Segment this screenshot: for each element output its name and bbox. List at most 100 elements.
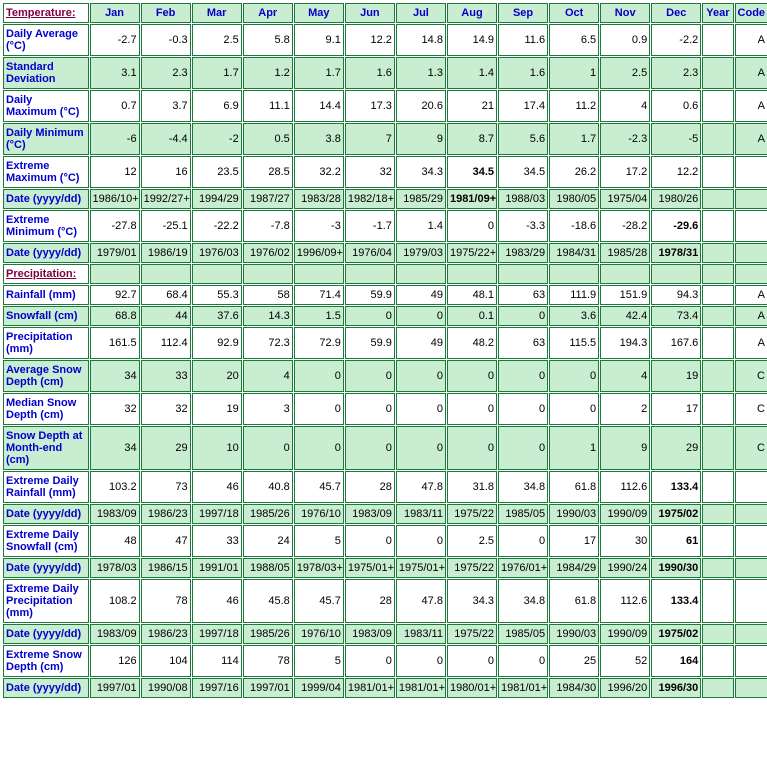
data-cell: 59.9 [345,285,395,305]
data-cell: 1991/01 [192,558,242,578]
data-cell: 45.7 [294,471,344,503]
table-row: Extreme Snow Depth (cm)12610411478500002… [3,645,767,677]
data-cell: 1976/10 [294,504,344,524]
data-cell [702,189,733,209]
data-cell: 92.9 [192,327,242,359]
section-temperature-header: Temperature: [3,3,89,23]
data-cell: 34.5 [498,156,548,188]
data-cell: 0 [498,306,548,326]
data-cell: 4 [600,360,650,392]
data-cell: 0 [345,645,395,677]
data-cell: 0 [549,393,599,425]
data-cell: 1.7 [549,123,599,155]
data-cell: 1980/01+ [447,678,497,698]
data-cell: 1980/26 [651,189,701,209]
data-cell [735,678,767,698]
data-cell: 32 [90,393,140,425]
data-cell: 194.3 [600,327,650,359]
table-row: Date (yyyy/dd)1986/10+1992/27+1994/29198… [3,189,767,209]
data-cell: 0 [396,360,446,392]
data-cell: 167.6 [651,327,701,359]
data-cell [702,306,733,326]
empty-cell [735,264,767,284]
data-cell [735,156,767,188]
table-row: Precipitation: [3,264,767,284]
data-cell: 0.7 [90,90,140,122]
data-cell [702,57,733,89]
row-label: Extreme Minimum (°C) [3,210,89,242]
data-cell: 1983/09 [90,504,140,524]
data-cell: 5.8 [243,24,293,56]
data-cell: 112.4 [141,327,191,359]
col-code: Code [735,3,767,23]
data-cell: 1983/09 [345,624,395,644]
table-row: Extreme Minimum (°C)-27.8-25.1-22.2-7.8-… [3,210,767,242]
data-cell [702,285,733,305]
empty-cell [90,264,140,284]
data-cell: 73.4 [651,306,701,326]
data-cell: A [735,123,767,155]
col-aug: Aug [447,3,497,23]
data-cell: 1986/23 [141,624,191,644]
empty-cell [192,264,242,284]
data-cell: 1990/03 [549,504,599,524]
data-cell: -5 [651,123,701,155]
data-cell: 5 [294,645,344,677]
col-jan: Jan [90,3,140,23]
data-cell: 1984/31 [549,243,599,263]
table-row: Extreme Daily Rainfall (mm)103.2734640.8… [3,471,767,503]
data-cell: 0 [294,426,344,470]
climate-data-table: Temperature: Jan Feb Mar Apr May Jun Jul… [2,2,767,699]
data-cell: 1976/10 [294,624,344,644]
data-cell: 1.2 [243,57,293,89]
data-cell: 1984/29 [549,558,599,578]
data-cell: 1.6 [345,57,395,89]
empty-cell [141,264,191,284]
data-cell: 29 [141,426,191,470]
data-cell: 115.5 [549,327,599,359]
data-cell: 151.9 [600,285,650,305]
data-cell: 1975/02 [651,504,701,524]
row-label: Date (yyyy/dd) [3,678,89,698]
data-cell: 14.3 [243,306,293,326]
data-cell: 58 [243,285,293,305]
data-cell: 1983/28 [294,189,344,209]
data-cell: 12.2 [651,156,701,188]
data-cell: 37.6 [192,306,242,326]
row-label: Extreme Daily Rainfall (mm) [3,471,89,503]
data-cell: 32.2 [294,156,344,188]
col-apr: Apr [243,3,293,23]
col-nov: Nov [600,3,650,23]
data-cell: 1997/18 [192,624,242,644]
data-cell: 61.8 [549,579,599,623]
data-cell: 1985/05 [498,504,548,524]
data-cell [702,579,733,623]
data-cell [702,90,733,122]
data-cell: 1996/09+ [294,243,344,263]
empty-cell [549,264,599,284]
data-cell [735,558,767,578]
data-cell: 12.2 [345,24,395,56]
data-cell: 61 [651,525,701,557]
data-cell: -4.4 [141,123,191,155]
data-cell: 10 [192,426,242,470]
data-cell: 5 [294,525,344,557]
data-cell: 17.3 [345,90,395,122]
table-row: Daily Average (°C)-2.7-0.32.55.89.112.21… [3,24,767,56]
data-cell: 1985/26 [243,504,293,524]
data-cell: 103.2 [90,471,140,503]
data-cell: -2.2 [651,24,701,56]
data-cell: 49 [396,285,446,305]
data-cell: 1997/16 [192,678,242,698]
data-cell: 34.8 [498,579,548,623]
data-cell: 1 [549,57,599,89]
data-cell: 48.1 [447,285,497,305]
table-row: Average Snow Depth (cm)3433204000000419C [3,360,767,392]
row-label: Date (yyyy/dd) [3,624,89,644]
data-cell: 26.2 [549,156,599,188]
data-cell: 1994/29 [192,189,242,209]
row-label: Extreme Maximum (°C) [3,156,89,188]
table-body: Daily Average (°C)-2.7-0.32.55.89.112.21… [3,24,767,698]
data-cell: 3 [243,393,293,425]
data-cell: 1981/01+ [345,678,395,698]
